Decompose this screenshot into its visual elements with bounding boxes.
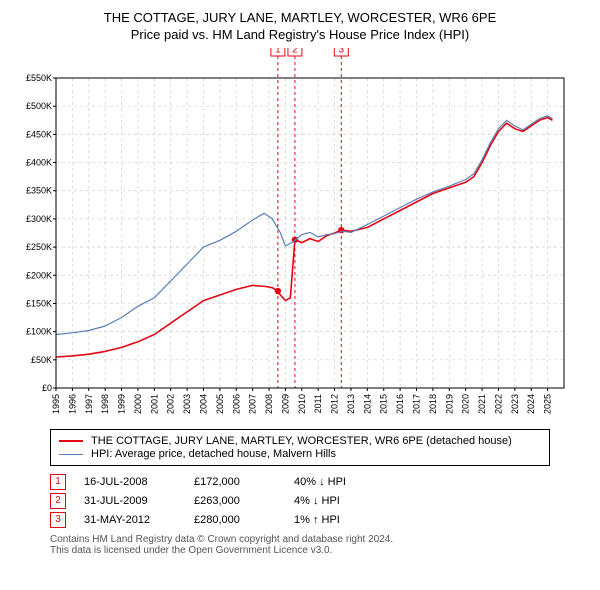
svg-text:2019: 2019 bbox=[444, 394, 454, 414]
svg-text:1998: 1998 bbox=[100, 394, 110, 414]
footer: Contains HM Land Registry data © Crown c… bbox=[50, 534, 550, 556]
svg-text:1997: 1997 bbox=[84, 394, 94, 414]
svg-text:2008: 2008 bbox=[264, 394, 274, 414]
title-line-1: THE COTTAGE, JURY LANE, MARTLEY, WORCEST… bbox=[10, 10, 590, 25]
svg-text:2004: 2004 bbox=[198, 394, 208, 414]
svg-text:£150K: £150K bbox=[26, 298, 52, 308]
event-delta: 40% ↓ HPI bbox=[294, 476, 550, 488]
event-number-box: 3 bbox=[50, 512, 66, 528]
event-row: 2 31-JUL-2009£263,0004% ↓ HPI bbox=[50, 493, 550, 509]
svg-text:2003: 2003 bbox=[182, 394, 192, 414]
chart-svg: 1 2 3 £0 £50K £100K £150K £200K £250K £300K £350K £… bbox=[10, 48, 570, 418]
svg-text:£250K: £250K bbox=[26, 242, 52, 252]
svg-text:2025: 2025 bbox=[543, 394, 553, 414]
svg-text:£400K: £400K bbox=[26, 158, 52, 168]
svg-text:1: 1 bbox=[275, 48, 281, 56]
svg-text:£100K: £100K bbox=[26, 327, 52, 337]
svg-text:1996: 1996 bbox=[67, 394, 77, 414]
svg-text:2005: 2005 bbox=[215, 394, 225, 414]
svg-text:£350K: £350K bbox=[26, 186, 52, 196]
legend: THE COTTAGE, JURY LANE, MARTLEY, WORCEST… bbox=[50, 429, 550, 466]
svg-text:2022: 2022 bbox=[493, 394, 503, 414]
event-number-box: 2 bbox=[50, 493, 66, 509]
events-table: 1 16-JUL-2008£172,00040% ↓ HPI 2 31-JUL-200… bbox=[50, 474, 550, 528]
svg-text:£450K: £450K bbox=[26, 129, 52, 139]
event-date: 31-JUL-2009 bbox=[84, 495, 194, 507]
svg-text:£500K: £500K bbox=[26, 101, 52, 111]
legend-label: THE COTTAGE, JURY LANE, MARTLEY, WORCEST… bbox=[91, 435, 512, 447]
event-price: £172,000 bbox=[194, 476, 294, 488]
svg-text:2013: 2013 bbox=[346, 394, 356, 414]
svg-text:2009: 2009 bbox=[280, 394, 290, 414]
event-date: 31-MAY-2012 bbox=[84, 514, 194, 526]
svg-text:2006: 2006 bbox=[231, 394, 241, 414]
svg-text:2017: 2017 bbox=[412, 394, 422, 414]
event-row: 3 31-MAY-2012£280,0001% ↑ HPI bbox=[50, 512, 550, 528]
legend-swatch bbox=[59, 440, 83, 442]
legend-row: THE COTTAGE, JURY LANE, MARTLEY, WORCEST… bbox=[59, 435, 541, 447]
svg-text:£300K: £300K bbox=[26, 214, 52, 224]
event-price: £263,000 bbox=[194, 495, 294, 507]
legend-label: HPI: Average price, detached house, Malv… bbox=[91, 448, 336, 460]
event-delta: 1% ↑ HPI bbox=[294, 514, 550, 526]
legend-swatch bbox=[59, 454, 83, 455]
svg-text:£50K: £50K bbox=[31, 355, 52, 365]
event-number-box: 1 bbox=[50, 474, 66, 490]
svg-text:2015: 2015 bbox=[379, 394, 389, 414]
event-date: 16-JUL-2008 bbox=[84, 476, 194, 488]
title-line-2: Price paid vs. HM Land Registry's House … bbox=[10, 27, 590, 42]
footer-line-2: This data is licensed under the Open Gov… bbox=[50, 545, 550, 556]
svg-text:2007: 2007 bbox=[248, 394, 258, 414]
event-price: £280,000 bbox=[194, 514, 294, 526]
svg-text:£550K: £550K bbox=[26, 73, 52, 83]
svg-text:2012: 2012 bbox=[330, 394, 340, 414]
svg-text:1999: 1999 bbox=[117, 394, 127, 414]
footer-line-1: Contains HM Land Registry data © Crown c… bbox=[50, 534, 550, 545]
svg-text:2000: 2000 bbox=[133, 394, 143, 414]
svg-text:3: 3 bbox=[339, 48, 345, 56]
svg-text:2021: 2021 bbox=[477, 394, 487, 414]
svg-text:2020: 2020 bbox=[461, 394, 471, 414]
svg-text:2024: 2024 bbox=[526, 394, 536, 414]
svg-text:£0: £0 bbox=[42, 383, 52, 393]
svg-text:2: 2 bbox=[292, 48, 298, 56]
event-row: 1 16-JUL-2008£172,00040% ↓ HPI bbox=[50, 474, 550, 490]
svg-text:2002: 2002 bbox=[166, 394, 176, 414]
legend-row: HPI: Average price, detached house, Malv… bbox=[59, 448, 541, 460]
svg-text:£200K: £200K bbox=[26, 270, 52, 280]
event-delta: 4% ↓ HPI bbox=[294, 495, 550, 507]
svg-text:2018: 2018 bbox=[428, 394, 438, 414]
svg-text:2016: 2016 bbox=[395, 394, 405, 414]
svg-text:1995: 1995 bbox=[51, 394, 61, 414]
svg-text:2010: 2010 bbox=[297, 394, 307, 414]
svg-text:2014: 2014 bbox=[362, 394, 372, 414]
svg-text:2001: 2001 bbox=[149, 394, 159, 414]
svg-text:2023: 2023 bbox=[510, 394, 520, 414]
price-chart: 1 2 3 £0 £50K £100K £150K £200K £250K £300K £350K £… bbox=[10, 48, 590, 423]
svg-text:2011: 2011 bbox=[313, 394, 323, 413]
